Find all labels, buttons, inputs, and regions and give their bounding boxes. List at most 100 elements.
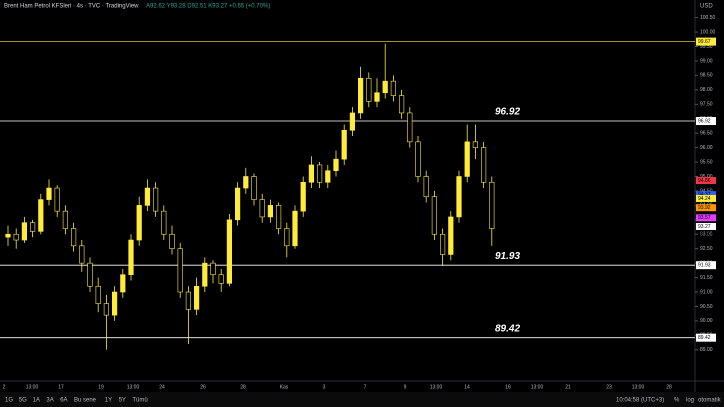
y-tick-label: 97.50 [700,102,713,108]
range-button[interactable]: 6A [60,398,67,404]
level-tag [696,261,716,270]
y-tick-label: 95.00 [700,174,713,180]
level-tag-label: 91.93 [698,262,711,268]
candle-body [169,233,175,250]
x-tick-label: 14 [464,384,470,390]
alert-tag-label: 99.67 [698,39,711,45]
candle-body [423,176,429,198]
y-tick-label: 90.00 [700,318,713,324]
candle-body [333,158,339,172]
x-tick-label: 2 [3,384,6,390]
candle-body [5,233,11,238]
range-button[interactable]: 1Y [105,398,112,404]
range-button[interactable]: 5Y [119,398,126,404]
y-tick-label: 90.50 [700,304,713,310]
range-button[interactable]: 1A [33,398,40,404]
x-tick-label: 3 [323,384,326,390]
candle-body [95,285,101,304]
price-tag-label: 93.92 [698,205,711,211]
x-tick-label: 16 [505,384,511,390]
candle-body [226,219,233,284]
candle-body [349,112,356,131]
candle-body [448,216,454,255]
candle-body [120,274,126,293]
candle-body [415,141,421,177]
price-tag [696,222,716,230]
candle-body [431,196,438,235]
auto-toggle[interactable]: otomatik [698,398,722,404]
candle-body [316,164,323,183]
percent-toggle[interactable]: % [674,398,680,404]
candle-body [464,141,470,177]
candle-body [161,210,167,235]
candle-body [54,187,60,212]
level-tag-label: 89.42 [698,335,711,341]
level-annotation: 96.92 [495,107,520,118]
candle-body [398,95,405,114]
candle-body [185,291,192,310]
y-tick-label: 99.00 [700,58,713,64]
candle-body [300,181,306,212]
x-tick-label: 13:00 [127,384,140,390]
price-tag [696,214,716,222]
candle-body [13,233,19,241]
candle-body [112,291,118,316]
candle-body [136,205,142,241]
clock[interactable]: 10:04:58 (UTC+3) [616,398,664,404]
candle-body [202,262,208,287]
price-tag-label: 93.27 [698,224,711,230]
y-tick-label: 91.50 [700,275,713,281]
x-tick-label: 9 [404,384,407,390]
y-tick-label: 100.00 [700,29,716,35]
y-tick-label: 91.00 [700,289,713,295]
x-tick-label: 13:00 [430,384,443,390]
candle-body [79,245,85,264]
candle-body [382,80,388,94]
candle-body [374,92,380,102]
ohlc-values: A92.62 Y93.28 D92.51 K93.27 +0.65 (+0.70… [146,4,270,10]
x-tick-label: 23 [606,384,612,390]
candle-body [251,176,257,200]
candle-body [341,129,347,160]
range-button[interactable]: 3A [46,398,53,404]
level-annotation: 91.93 [495,251,520,262]
y-tick-label: 93.00 [700,232,713,238]
candle-body [38,199,44,232]
range-button[interactable]: 5G [19,398,27,404]
y-tick-label: 96.50 [700,130,713,136]
candle-body [284,228,290,247]
candle-body [103,303,109,316]
x-tick-label: 17 [58,384,64,390]
candle-body [243,176,249,189]
range-button[interactable]: Tümü [132,398,147,404]
bottom-toolbar [0,392,724,407]
x-tick-label: 7 [364,384,367,390]
y-tick-label: 92.50 [700,246,713,252]
candle-body [325,170,331,183]
candle-body [456,176,462,218]
x-tick-label: 28 [240,384,246,390]
candle-body [275,205,282,229]
range-button[interactable]: Bu sene [74,398,97,404]
x-tick-label: 19 [98,384,104,390]
candle-body [144,187,151,206]
candle-body [29,222,36,232]
candle-body [489,181,495,229]
log-toggle[interactable]: log [686,398,694,404]
price-tag [696,194,716,202]
price-tag-label: 94.24 [698,196,711,202]
candle-body [194,285,200,310]
y-tick-label: 89.00 [700,347,713,353]
candle-body [177,248,183,293]
price-tag [696,177,716,185]
x-tick-label: 28 [666,384,672,390]
candle-body [267,205,274,218]
candle-body [439,233,446,255]
range-button[interactable]: 1G [5,398,13,404]
x-tick-label: 13:00 [26,384,39,390]
candle-body [153,187,159,212]
candle-body [71,228,77,247]
symbol-title: Brent Ham Petrol KFSleri · 4s · TVC · Tr… [4,4,139,10]
